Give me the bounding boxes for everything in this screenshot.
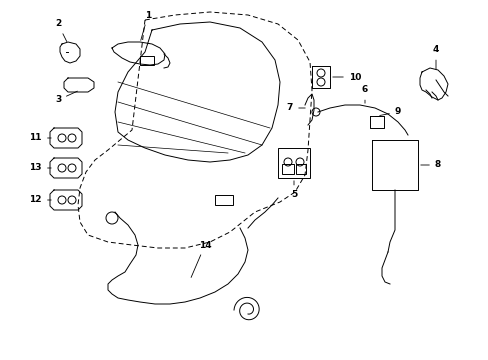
Text: 12: 12 <box>29 195 51 204</box>
Text: 13: 13 <box>29 163 51 172</box>
Text: 3: 3 <box>55 91 77 104</box>
Bar <box>278 148 309 178</box>
Text: 14: 14 <box>191 240 211 278</box>
Text: 8: 8 <box>420 161 440 170</box>
Bar <box>282 164 293 174</box>
Bar <box>140 56 154 65</box>
Text: 1: 1 <box>141 10 151 40</box>
Text: 6: 6 <box>361 85 367 103</box>
Text: 5: 5 <box>290 181 297 199</box>
Bar <box>215 195 232 205</box>
Text: 9: 9 <box>379 108 400 117</box>
Bar <box>295 164 305 174</box>
Text: 7: 7 <box>286 104 305 112</box>
Text: 10: 10 <box>332 72 361 81</box>
Text: 2: 2 <box>55 19 67 41</box>
Text: 4: 4 <box>432 45 438 69</box>
Text: 11: 11 <box>29 134 51 143</box>
